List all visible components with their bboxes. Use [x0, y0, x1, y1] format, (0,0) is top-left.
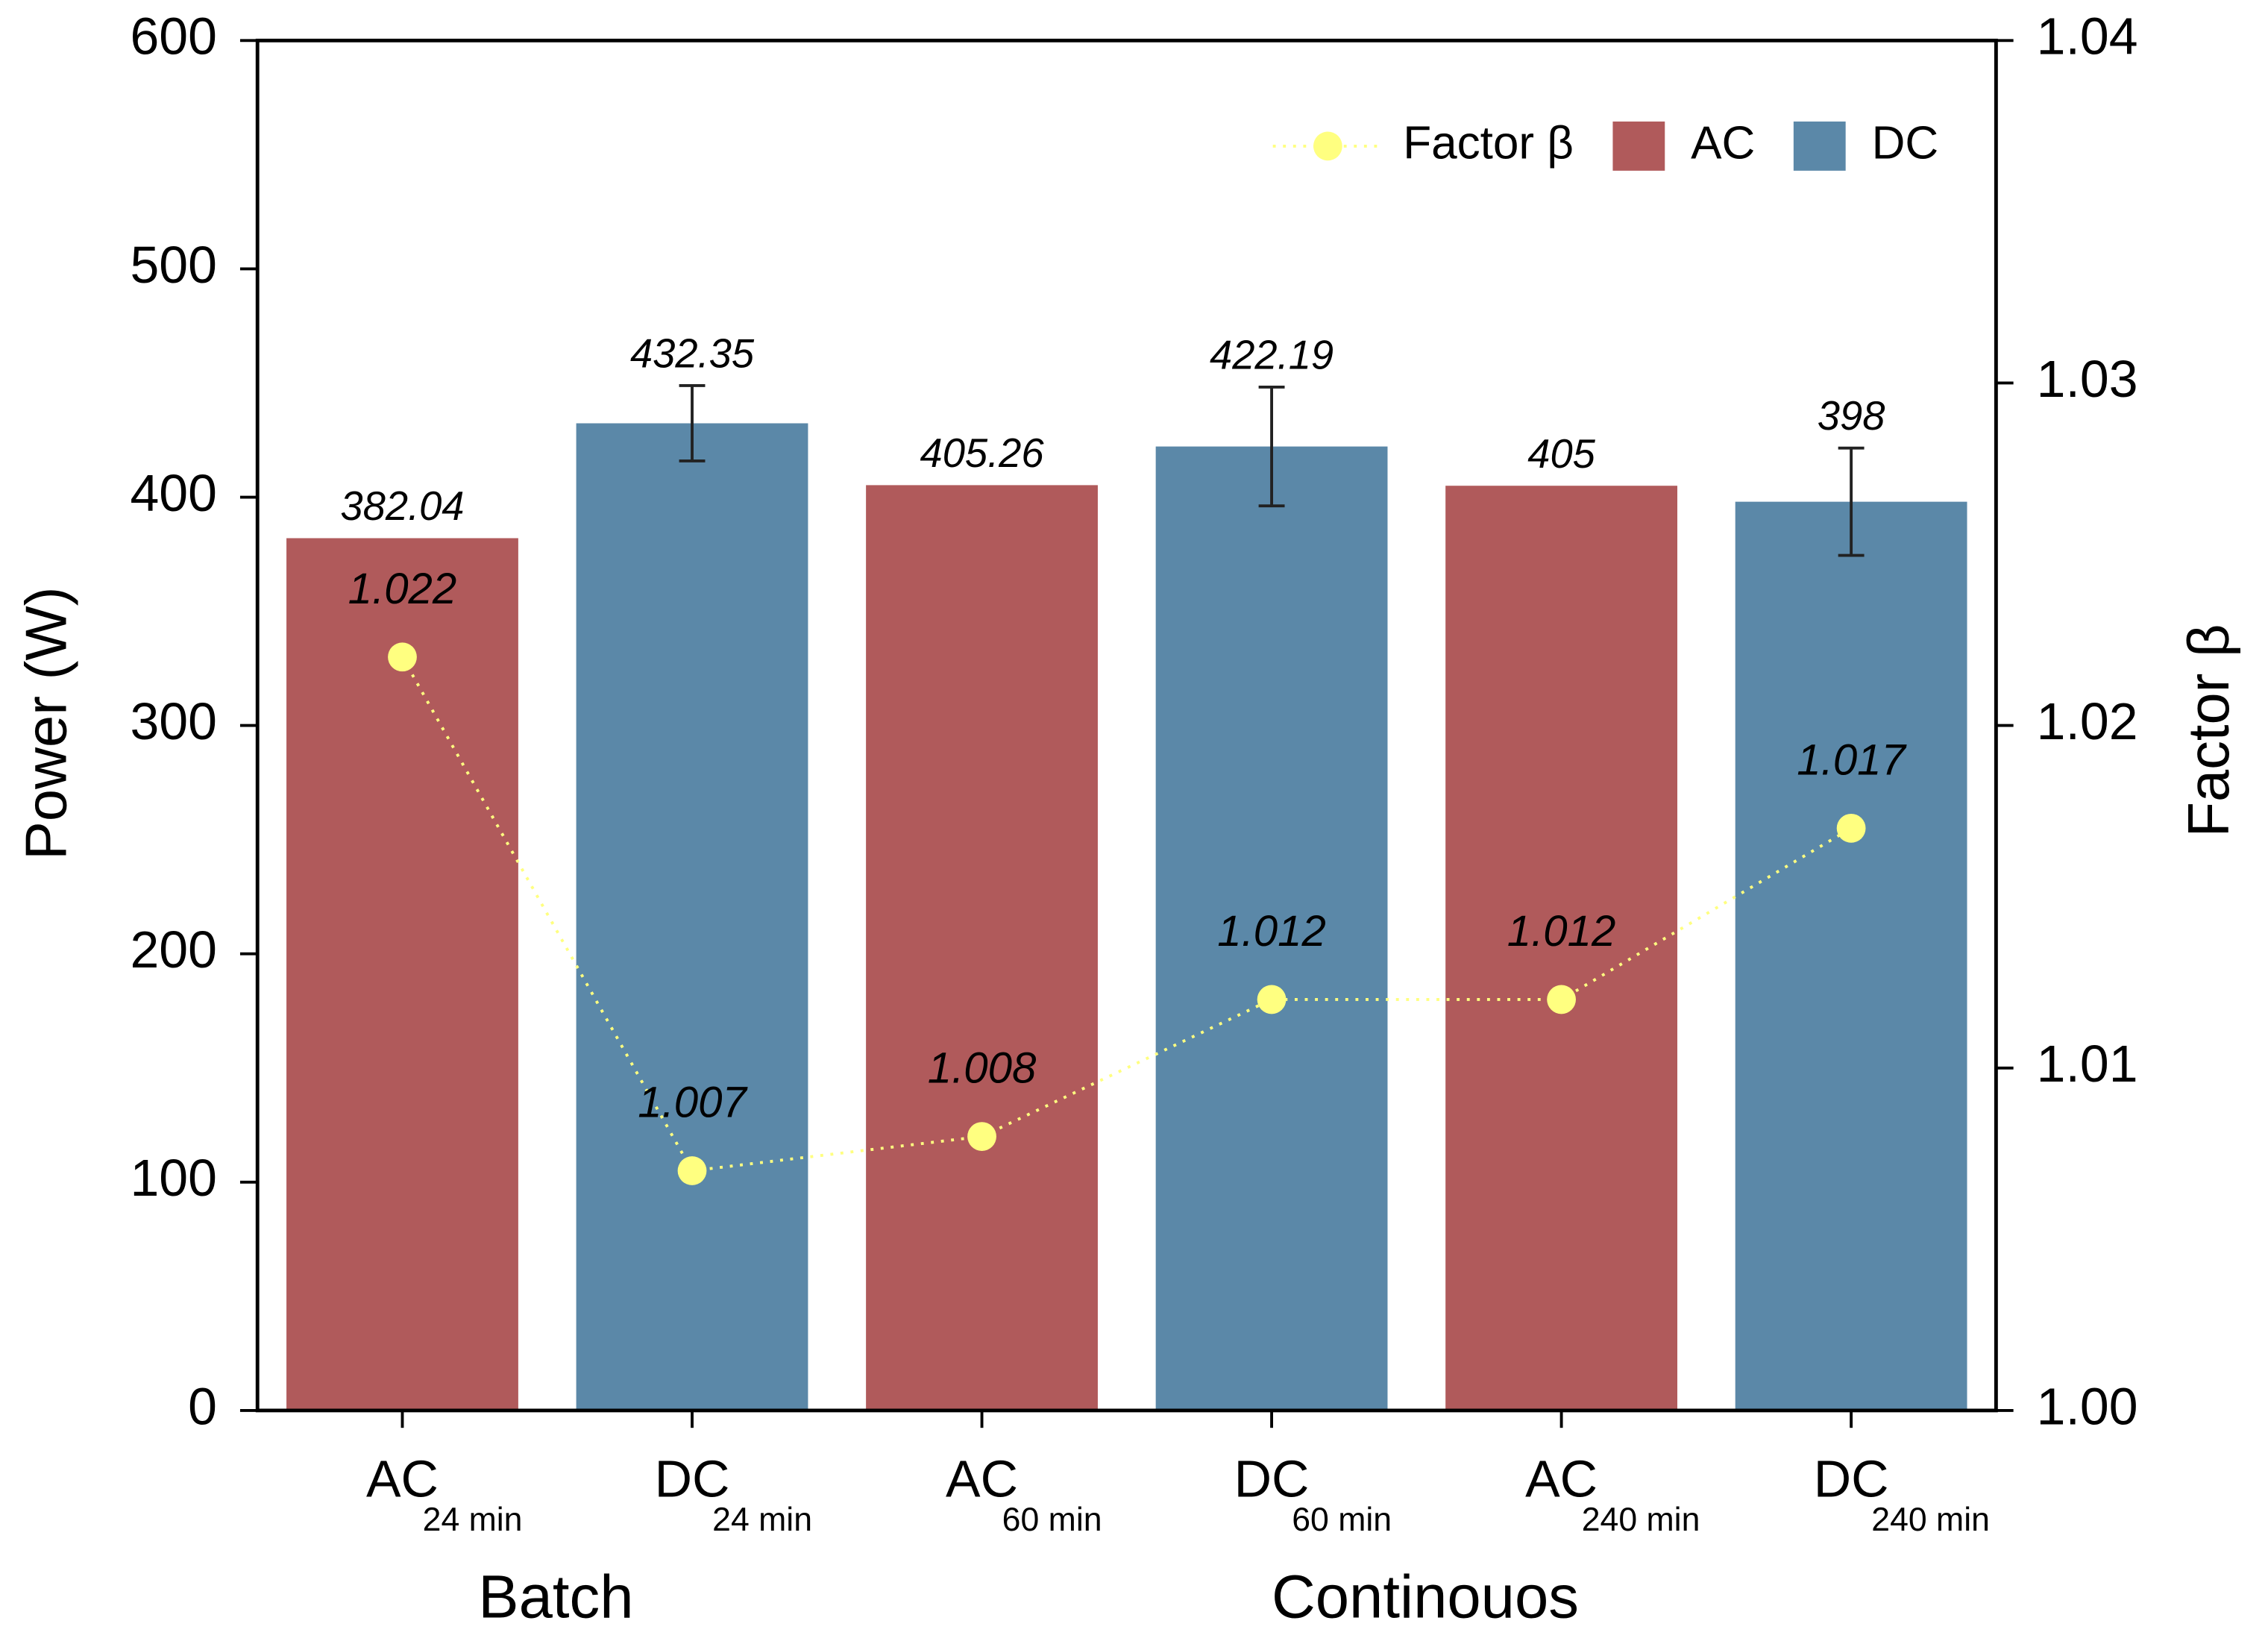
x-tick-sublabel: 240 min	[1871, 1502, 1990, 1538]
group-label: Continouos	[1272, 1563, 1579, 1631]
x-tick-sublabel: 240 min	[1582, 1502, 1700, 1538]
point	[1836, 813, 1866, 843]
y-tick-label: 400	[130, 464, 216, 522]
x-tick-label: DC	[1234, 1449, 1310, 1508]
group-label: Batch	[478, 1563, 633, 1631]
value-label: 432.35	[630, 331, 755, 377]
legend-swatch	[1612, 121, 1665, 171]
bar	[1155, 446, 1388, 1411]
x-tick-label: DC	[655, 1449, 730, 1508]
error-bar	[679, 384, 706, 462]
x-tick-label: DC	[1814, 1449, 1889, 1508]
y-tick-label: 200	[130, 920, 216, 979]
point-label: 1.022	[348, 565, 457, 613]
legend-swatch	[1793, 121, 1846, 171]
legend-label: DC	[1872, 117, 1939, 169]
point-label: 1.017	[1797, 735, 1907, 784]
value-label: 398	[1818, 393, 1885, 439]
x-tick-sublabel: 24 min	[423, 1502, 523, 1538]
point-label: 1.012	[1507, 907, 1616, 956]
point	[677, 1156, 707, 1185]
legend-label: Factor β	[1403, 117, 1574, 169]
x-tick-label: AC	[366, 1449, 439, 1508]
y2-tick-label: 1.03	[2037, 350, 2138, 408]
value-label: 382.04	[340, 483, 464, 529]
y2-tick-label: 1.04	[2037, 7, 2138, 66]
bar	[1445, 486, 1678, 1411]
point	[967, 1122, 996, 1151]
bar	[866, 485, 1098, 1411]
y2-tick-label: 1.01	[2037, 1035, 2138, 1093]
error-bar	[1838, 446, 1865, 557]
x-tick-label: AC	[946, 1449, 1018, 1508]
y2-tick-label: 1.02	[2037, 692, 2138, 750]
bar	[1735, 501, 1967, 1411]
y-tick-label: 300	[130, 692, 216, 750]
bar	[286, 538, 518, 1411]
legend-marker	[1313, 131, 1342, 161]
value-label: 405.26	[920, 430, 1045, 476]
y-tick-label: 600	[130, 7, 216, 66]
bar	[576, 423, 808, 1411]
point	[1257, 985, 1287, 1014]
legend-label: AC	[1691, 117, 1755, 169]
point	[1547, 985, 1576, 1014]
y2-tick-label: 1.00	[2037, 1377, 2138, 1435]
error-bar	[1258, 386, 1285, 508]
y-tick-label: 100	[130, 1149, 216, 1207]
value-label: 405	[1527, 431, 1595, 477]
point-label: 1.012	[1217, 907, 1326, 956]
x-tick-sublabel: 24 min	[712, 1502, 812, 1538]
x-tick-sublabel: 60 min	[1292, 1502, 1392, 1538]
point-label: 1.008	[928, 1044, 1037, 1093]
point	[388, 642, 417, 672]
point-label: 1.007	[638, 1079, 748, 1127]
y-tick-label: 0	[188, 1377, 217, 1435]
y-tick-label: 500	[130, 236, 216, 294]
y-axis-title: Power (W)	[14, 587, 78, 860]
x-tick-sublabel: 60 min	[1002, 1502, 1102, 1538]
plot-frame	[255, 38, 1998, 1413]
value-label: 422.19	[1210, 333, 1334, 378]
x-tick-label: AC	[1525, 1449, 1598, 1508]
y2-axis-title: Factor β	[2177, 624, 2241, 837]
